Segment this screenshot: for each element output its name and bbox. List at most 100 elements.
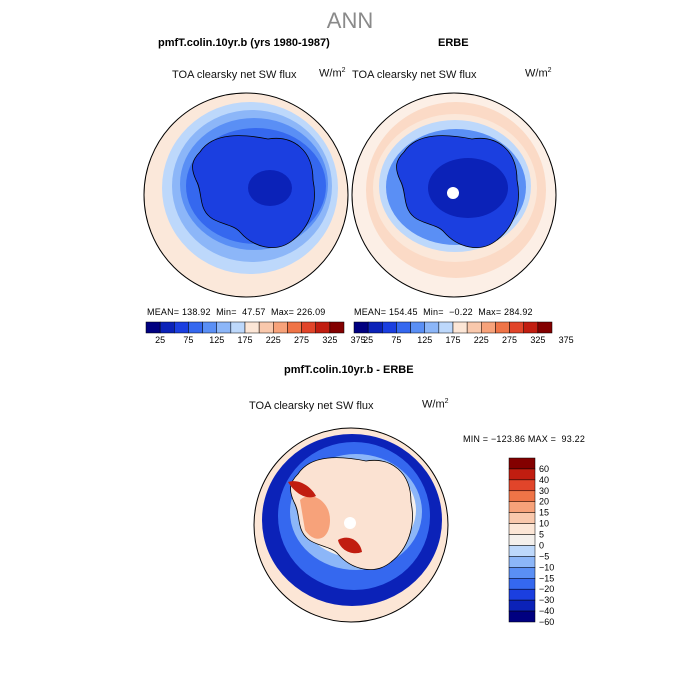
colorbar-diff-tick-0: 60 [539,464,549,474]
colorbar-diff-tick-3: 20 [539,497,549,507]
colorbar-diff-swatch-12 [508,588,536,601]
stats-erbe: MEAN= 154.45 Min= −0.22 Max= 284.92 [354,307,533,317]
colorbar-model-tick-2: 125 [209,335,224,345]
colorbar-erbe-swatch-7 [452,321,468,334]
colorbar-diff-tick-10: −15 [539,573,554,583]
colorbar-diff-tick-7: 0 [539,540,544,550]
colorbar-diff-swatch-14 [508,610,536,623]
colorbar-diff-swatch-4 [508,501,536,513]
colorbar-erbe-swatch-13 [537,321,553,334]
colorbar-model-swatch-0 [145,321,161,334]
colorbar-diff-tick-9: −10 [539,562,554,572]
colorbar-diff-swatch-8 [508,545,536,557]
colorbar-erbe-swatch-0 [353,321,369,334]
units-label-model: W/m2 [319,67,346,80]
stats-diff: MIN = −123.86 MAX = 93.22 [463,434,586,444]
panel-title-diff: pmfT.colin.10yr.b - ERBE [284,364,414,376]
colorbar-diff-tick-4: 15 [539,508,549,518]
colorbar-diff-swatch-7 [508,534,536,546]
stat-min-model: 47.57 [242,307,266,317]
colorbar-model-swatch-13 [329,321,345,334]
colorbar-erbe-tick-1: 75 [391,335,401,345]
colorbar-diff-swatch-2 [508,479,536,492]
colorbar-diff-tick-8: −5 [539,551,549,561]
colorbar-erbe: 25 75 125 175 225 275 325 375 [353,321,574,345]
map-diff [253,427,449,623]
colorbar-model-tick-3: 175 [237,335,252,345]
colorbar-model-swatch-11 [301,321,316,334]
colorbar-erbe-tick-0: 25 [363,335,373,345]
colorbar-erbe-swatch-5 [424,321,440,334]
stat-max-model: 226.09 [296,307,326,317]
stat-min-diff: −123.86 [490,434,526,444]
colorbar-diff-tick-2: 30 [539,486,549,496]
panel-title-model: pmfT.colin.10yr.b (yrs 1980-1987) [158,37,330,49]
colorbar-diff-swatch-11 [508,578,536,590]
colorbar-diff-tick-13: −40 [539,606,554,616]
diff-band-pos15 [300,496,330,539]
colorbar-model-swatch-6 [230,321,246,334]
map-erbe [351,92,557,298]
colorbar-model-swatch-2 [174,321,189,334]
stats-model: MEAN= 138.92 Min= 47.57 Max= 226.09 [147,307,326,317]
colorbar-erbe-tick-6: 325 [530,335,545,345]
colorbar-model-tick-7: 375 [351,335,366,345]
variable-label-diff: TOA clearsky net SW flux [249,400,374,412]
map-model-border [143,92,349,298]
variable-label-model: TOA clearsky net SW flux [172,69,297,81]
colorbar-erbe-swatch-6 [438,321,454,334]
colorbar-diff-swatch-5 [508,512,536,524]
colorbar-erbe-swatch-3 [396,321,411,334]
colorbar-diff-tick-1: 40 [539,475,549,485]
contour-band-50 [248,170,292,206]
colorbar-diff-tick-12: −30 [539,595,554,605]
units-label-diff: W/m2 [422,398,449,411]
colorbar-erbe-swatch-11 [509,321,524,334]
colorbar-model-tick-6: 325 [322,335,337,345]
colorbar-erbe-tick-3: 175 [445,335,460,345]
colorbar-model-swatch-9 [273,321,288,334]
panel-title-erbe: ERBE [438,37,469,49]
colorbar-model-swatch-7 [244,321,260,334]
colorbar-model-swatch-8 [258,321,274,334]
colorbar-diff-swatch-13 [508,599,536,612]
stat-mean-model: 138.92 [181,307,211,317]
colorbar-model-swatch-1 [159,321,175,334]
stat-min-erbe: −0.22 [449,307,473,317]
colorbar-erbe-tick-7: 375 [559,335,574,345]
colorbar-model-tick-1: 75 [183,335,193,345]
map-erbe-border [351,92,557,298]
colorbar-erbe-swatch-2 [382,321,397,334]
colorbar-diff-swatch-1 [508,468,536,481]
colorbar-model-swatch-12 [315,321,331,334]
diff-band-pos40 [288,481,316,498]
contour-band-25-erbe [428,158,508,218]
colorbar-model-swatch-3 [188,321,203,334]
colorbar-erbe-swatch-10 [495,321,510,334]
colorbar-model-swatch-5 [216,321,232,334]
colorbar-erbe-swatch-9 [481,321,496,334]
colorbar-diff-swatch-10 [508,567,536,579]
variable-label-erbe: TOA clearsky net SW flux [352,69,477,81]
colorbar-diff-swatch-0 [508,457,536,470]
colorbar-erbe-swatch-8 [466,321,482,334]
colorbar-model-swatch-10 [287,321,302,334]
colorbar-diff-swatch-6 [508,523,536,535]
colorbar-diff-tick-11: −20 [539,584,554,594]
colorbar-erbe-tick-2: 125 [417,335,432,345]
diff-band-pos40-b [338,537,362,554]
colorbar-erbe-tick-5: 275 [502,335,517,345]
map-diff-border [253,427,449,623]
units-label-erbe: W/m2 [525,67,552,80]
stat-max-diff: 93.22 [561,434,586,444]
colorbar-model-swatch-4 [202,321,217,334]
colorbar-erbe-swatch-1 [367,321,383,334]
colorbar-diff-swatch-9 [508,556,536,568]
page-title: ANN [326,8,374,33]
stat-mean-erbe: 154.45 [388,307,418,317]
colorbar-model-tick-0: 25 [155,335,165,345]
colorbar-diff-swatch-3 [508,490,536,502]
colorbar-diff-tick-5: 10 [539,519,549,529]
